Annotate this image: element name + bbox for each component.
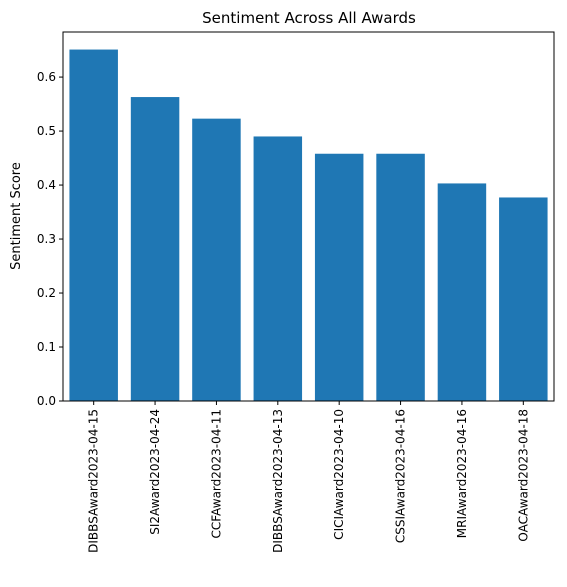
y-tick-label: 0.2 <box>37 286 56 300</box>
y-axis-title: Sentiment Score <box>9 162 24 270</box>
x-tick-label: MRIAward2023-04-16 <box>455 409 469 538</box>
bar-CICIAward2023-04-10 <box>314 153 364 401</box>
y-tick-label: 0.0 <box>37 394 56 408</box>
y-axis: 0.0 0.1 0.2 0.3 0.4 0.5 0.6 <box>37 70 63 408</box>
x-tick-label: DIBBSAward2023-04-13 <box>271 409 285 553</box>
x-tick-label: CICIAward2023-04-10 <box>332 409 346 540</box>
x-axis: DIBBSAward2023-04-15 SI2Award2023-04-24 CC… <box>87 401 530 553</box>
x-tick-label: DIBBSAward2023-04-15 <box>87 409 101 553</box>
bar-DIBBSAward2023-04-13 <box>253 136 303 401</box>
bar-CSSIAward2023-04-16 <box>376 153 425 401</box>
y-tick-label: 0.6 <box>37 70 56 84</box>
x-tick-label: OACAward2023-04-18 <box>516 409 530 542</box>
bar-CCFAward2023-04-11 <box>192 118 241 402</box>
y-tick-label: 0.3 <box>37 232 56 246</box>
y-tick-label: 0.5 <box>37 124 56 138</box>
y-tick-label: 0.4 <box>37 178 56 192</box>
plot-frame <box>62 31 555 402</box>
y-tick-label: 0.1 <box>37 340 56 354</box>
bar-SI2Award2023-04-24 <box>130 97 180 402</box>
chart-title: Sentiment Across All Awards <box>202 9 416 27</box>
x-tick-label: CCFAward2023-04-11 <box>209 409 223 539</box>
x-tick-label: CSSIAward2023-04-16 <box>394 409 408 543</box>
x-tick-label: SI2Award2023-04-24 <box>148 409 162 535</box>
bars-group <box>69 49 548 402</box>
bar-DIBBSAward2023-04-15 <box>69 49 118 402</box>
bar-OACAward2023-04-18 <box>499 197 548 401</box>
bar-MRIAward2023-04-16 <box>437 183 487 401</box>
